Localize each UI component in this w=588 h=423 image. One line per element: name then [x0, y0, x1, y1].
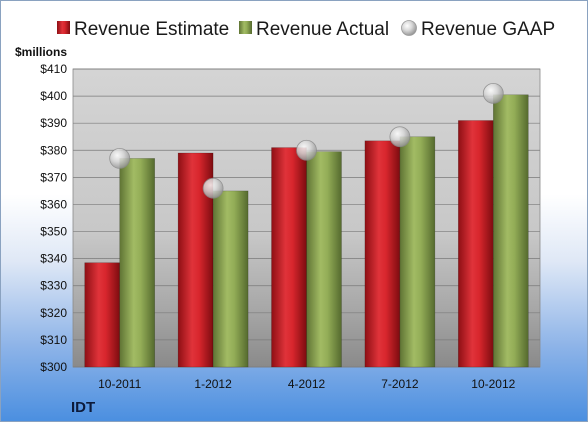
y-tick-label: $410 — [40, 62, 67, 76]
legend-label-revenue-actual: Revenue Actual — [256, 19, 389, 40]
x-tick-label: 4-2012 — [288, 377, 326, 391]
y-tick-label: $390 — [40, 116, 67, 130]
bar-revenue-actual — [306, 151, 342, 368]
x-tick-label: 10-2012 — [471, 377, 515, 391]
bar-revenue-estimate — [84, 262, 120, 368]
legend-label-revenue-estimate: Revenue Estimate — [74, 19, 229, 40]
bar-revenue-estimate — [271, 147, 307, 368]
legend: Revenue Estimate Revenue Actual Revenue … — [57, 19, 555, 40]
bar-revenue-estimate — [457, 120, 494, 368]
marker-revenue-gaap — [109, 147, 131, 169]
y-axis-ticks: $300 $310 $320 $330 $340 $350 $360 $370 $380 $390… — [40, 62, 67, 374]
y-tick-label: $300 — [40, 360, 67, 374]
marker-revenue-gaap — [482, 82, 504, 104]
x-tick-label: 1-2012 — [194, 377, 232, 391]
y-axis-unit-label: $millions — [15, 45, 67, 59]
bar-revenue-actual — [492, 94, 529, 368]
y-tick-label: $360 — [40, 197, 67, 211]
marker-revenue-gaap — [202, 177, 224, 199]
x-axis-ticks: 10-2011 1-2012 4-2012 7-2012 10-2012 — [98, 377, 516, 391]
x-tick-label: 10-2011 — [98, 377, 141, 391]
bar-revenue-actual — [399, 136, 436, 368]
y-tick-label: $370 — [40, 170, 67, 184]
bar-revenue-actual — [212, 190, 249, 368]
legend-label-revenue-gaap: Revenue GAAP — [421, 19, 555, 40]
marker-revenue-gaap — [296, 139, 317, 161]
bars — [84, 94, 529, 368]
legend-swatch-revenue-estimate — [57, 21, 70, 34]
legend-swatch-revenue-actual — [239, 21, 252, 34]
x-tick-label: 7-2012 — [381, 377, 419, 391]
y-tick-label: $330 — [40, 279, 67, 293]
y-tick-label: $380 — [40, 143, 67, 157]
gaap-markers — [109, 82, 504, 199]
bar-revenue-estimate — [364, 140, 401, 368]
y-tick-label: $340 — [40, 252, 67, 266]
bar-revenue-actual — [119, 158, 155, 368]
ticker-label: IDT — [71, 399, 95, 416]
y-tick-label: $320 — [40, 306, 67, 320]
marker-revenue-gaap — [389, 126, 411, 148]
legend-swatch-revenue-gaap — [401, 20, 417, 36]
y-tick-label: $310 — [40, 333, 67, 347]
y-tick-label: $350 — [40, 225, 67, 239]
y-tick-label: $400 — [40, 89, 67, 103]
